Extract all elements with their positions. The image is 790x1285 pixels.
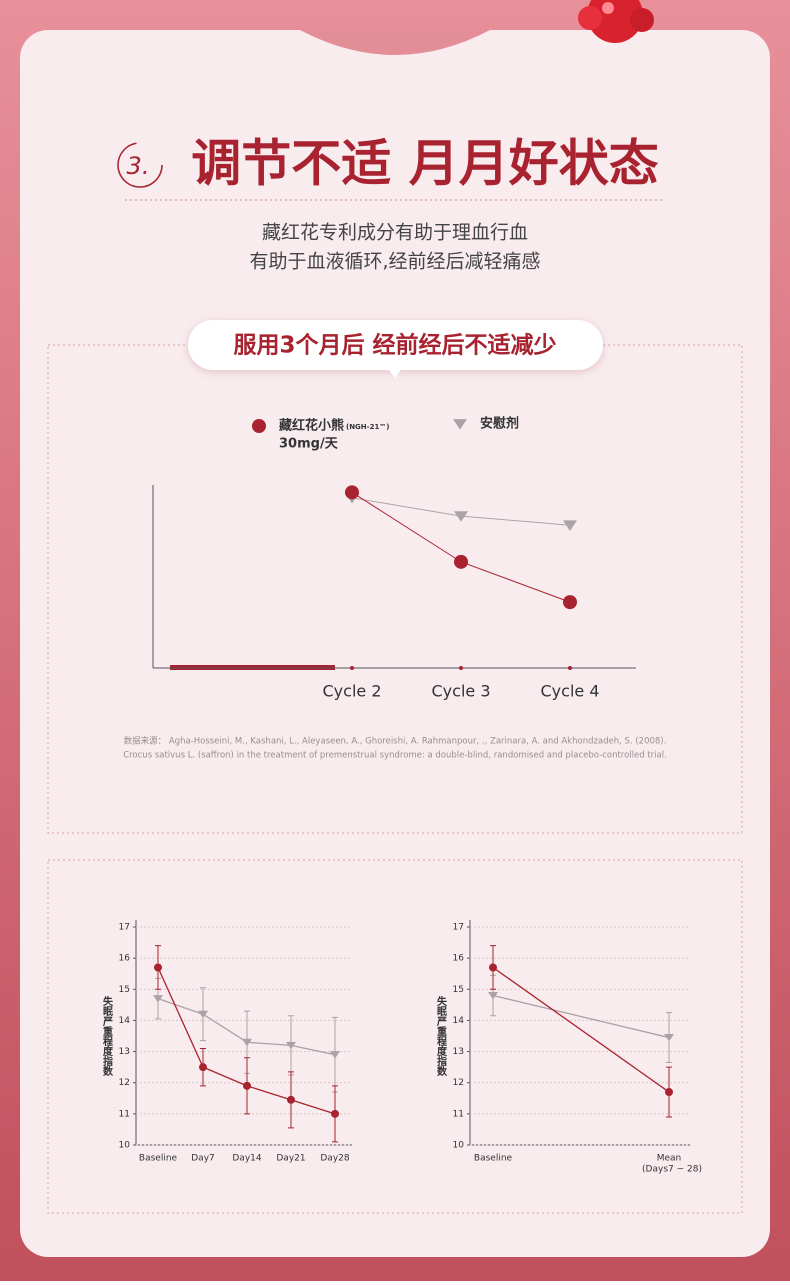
point — [287, 1095, 295, 1104]
series-line — [492, 966, 670, 1093]
point — [664, 1034, 674, 1042]
point — [563, 520, 577, 531]
point — [345, 485, 359, 500]
x-tick-label: Baseline — [474, 1154, 513, 1164]
y-axis-label: 失眠严重程度指数 — [435, 995, 448, 1077]
x-tick-label: Day14 — [232, 1154, 261, 1164]
y-tick-label: 11 — [453, 1109, 464, 1119]
point — [331, 1109, 339, 1118]
point — [665, 1088, 673, 1097]
source: 数据来源： Agha-Hosseini, M., Kashani, L., Al… — [124, 736, 667, 747]
x-tick — [568, 666, 572, 670]
y-tick-label: 12 — [119, 1078, 130, 1088]
number-circle — [117, 142, 163, 188]
legend-tag: (NGH-21™) — [346, 423, 390, 431]
point — [454, 511, 468, 522]
legend-label: 安慰剂 — [480, 416, 519, 432]
point — [489, 963, 497, 972]
point — [198, 1010, 208, 1019]
x-tick-label: Day28 — [320, 1154, 349, 1164]
section-number: 3. — [127, 152, 150, 180]
badge — [188, 320, 603, 370]
subtitle: 有助于血液循环,经前经后减轻痛感 — [249, 251, 540, 273]
x-tick-label: Day7 — [191, 1154, 215, 1164]
y-tick-label: 16 — [119, 954, 131, 964]
legend-label: 藏红花小熊 — [279, 418, 344, 434]
title: 调节不适 月月好状态 — [191, 135, 658, 193]
point — [242, 1038, 252, 1047]
y-tick-label: 10 — [119, 1141, 131, 1151]
x-tick-label: Day21 — [276, 1154, 305, 1164]
badge-pointer — [389, 370, 401, 378]
x-tick-label: Baseline — [139, 1154, 178, 1164]
y-tick-label: 11 — [119, 1109, 130, 1119]
y-tick-label: 15 — [119, 985, 130, 995]
y-tick-label: 15 — [453, 985, 464, 995]
point — [563, 595, 577, 610]
y-tick-label: 16 — [453, 954, 465, 964]
x-tick — [350, 666, 354, 670]
x-tick-label: Mean — [657, 1154, 682, 1164]
series-line — [492, 994, 670, 1039]
legend-marker — [252, 419, 266, 433]
point — [454, 554, 468, 569]
notch — [300, 30, 490, 55]
x-tick-sublabel: (Days7 ~ 28) — [642, 1165, 702, 1175]
badge-text: 服用3个月后 经前经后不适减少 — [233, 332, 556, 359]
y-tick-label: 13 — [453, 1047, 464, 1057]
legend-marker — [453, 419, 467, 430]
y-tick-label: 17 — [119, 923, 130, 933]
point — [199, 1063, 207, 1072]
point — [153, 995, 163, 1003]
point — [154, 963, 162, 972]
legend-dose: 30mg/天 — [279, 437, 339, 452]
x-tick-label: Cycle 4 — [541, 682, 600, 701]
point — [286, 1041, 296, 1050]
point — [243, 1081, 251, 1090]
y-tick-label: 17 — [453, 923, 464, 933]
y-axis-label: 失眠严重程度指数 — [101, 995, 114, 1077]
card — [20, 30, 770, 1257]
point — [488, 992, 498, 1000]
y-tick-label: 14 — [119, 1016, 131, 1026]
point — [330, 1051, 340, 1059]
y-tick-label: 13 — [119, 1047, 130, 1057]
y-tick-label: 10 — [453, 1141, 465, 1151]
source: Crocus sativus L. (saffron) in the treat… — [123, 751, 667, 761]
x-tick — [459, 666, 463, 670]
y-tick-label: 14 — [453, 1016, 465, 1026]
gummy-bear — [578, 0, 654, 43]
y-tick-label: 12 — [453, 1078, 464, 1088]
x-tick-label: Cycle 2 — [323, 682, 382, 701]
subtitle: 藏红花专利成分有助于理血行血 — [262, 222, 528, 244]
x-tick-label: Cycle 3 — [432, 682, 491, 701]
panel — [47, 859, 743, 1214]
